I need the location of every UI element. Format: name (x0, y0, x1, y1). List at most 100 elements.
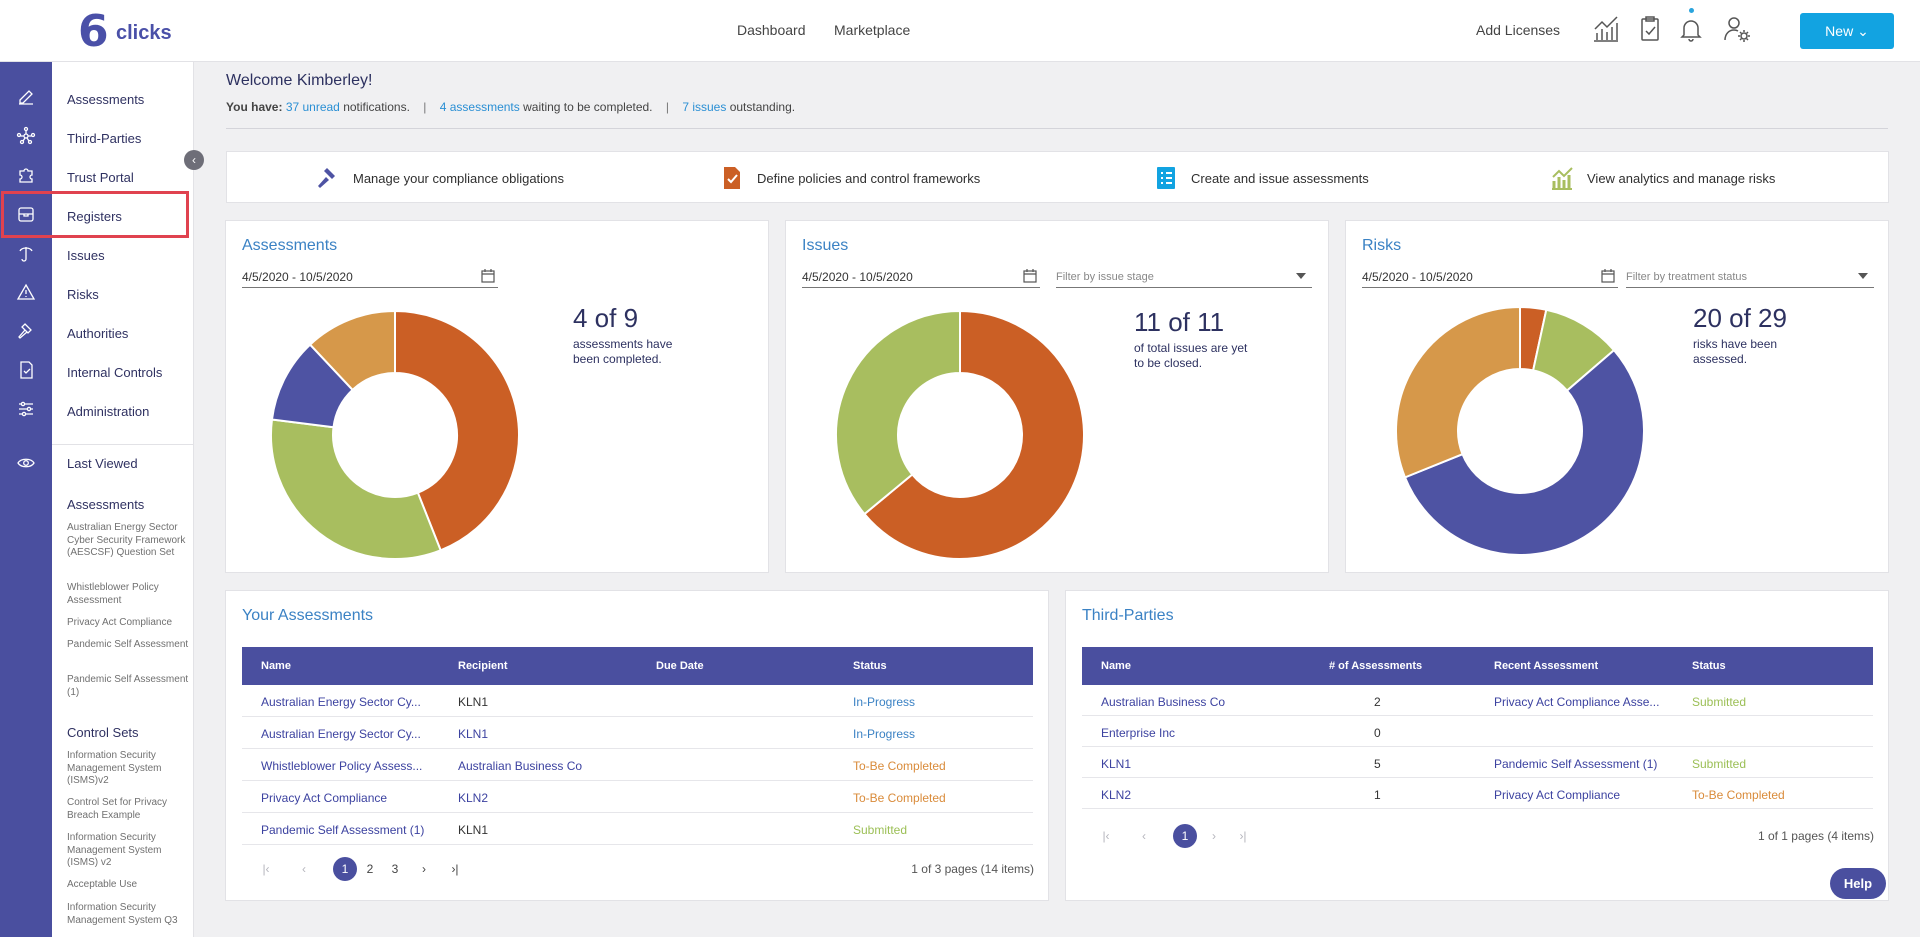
quicklink-assessments[interactable]: Create and issue assessments (1153, 152, 1369, 204)
page-button[interactable]: 2 (366, 862, 374, 876)
control-set-item[interactable]: Information Security Management System (… (67, 832, 162, 868)
sidebar-item-registers[interactable]: Registers (67, 209, 122, 224)
assessment-name-link[interactable]: Privacy Act Compliance (261, 791, 388, 805)
new-button[interactable]: New ⌄ (1800, 13, 1894, 49)
last-page-button[interactable]: ›| (451, 862, 459, 876)
sidebar-item-third-parties[interactable]: Third-Parties (67, 131, 142, 146)
edit-icon[interactable] (13, 84, 39, 110)
puzzle-icon[interactable] (13, 162, 39, 188)
table-row[interactable]: Pandemic Self Assessment (1) KLN1 Submit… (242, 813, 1033, 845)
eye-icon[interactable] (13, 450, 39, 476)
column-header[interactable]: Recipient (458, 660, 508, 672)
recent-assessment-item[interactable]: Pandemic Self Assessment (67, 639, 189, 650)
calendar-icon[interactable] (1022, 268, 1038, 284)
nav-dashboard[interactable]: Dashboard (737, 22, 806, 38)
donut-slice[interactable] (835, 309, 961, 516)
assessment-name-link[interactable]: Pandemic Self Assessment (1) (261, 823, 425, 837)
table-row[interactable]: KLN2 1 Privacy Act Compliance To-Be Comp… (1082, 778, 1873, 809)
recipient-link[interactable]: KLN1 (458, 727, 489, 741)
quicklink-policies[interactable]: Define policies and control frameworks (719, 152, 980, 204)
sidebar-item-risks[interactable]: Risks (67, 287, 99, 302)
table-row[interactable]: Australian Business Co 2 Privacy Act Com… (1082, 685, 1873, 716)
column-header[interactable]: Name (1101, 660, 1131, 672)
clipboard-check-icon[interactable] (1635, 14, 1665, 46)
table-row[interactable]: Australian Energy Sector Cy... KLN1 In-P… (242, 685, 1033, 717)
calendar-icon[interactable] (1600, 268, 1616, 284)
donut-slice[interactable] (270, 418, 442, 560)
recent-assessment-item[interactable]: Whistleblower Policy Assessment (67, 582, 159, 606)
recent-assessment-item[interactable]: Australian Energy Sector Cyber Security … (67, 522, 186, 558)
sliders-icon[interactable] (13, 396, 39, 422)
sidebar-item-trust-portal[interactable]: Trust Portal (67, 170, 134, 185)
analytics-icon[interactable] (1591, 14, 1621, 46)
network-icon[interactable] (13, 123, 39, 149)
assessment-name-link[interactable]: Australian Energy Sector Cy... (261, 727, 421, 741)
sidebar-item-assessments[interactable]: Assessments (67, 92, 145, 107)
column-header[interactable]: Status (1692, 660, 1726, 672)
recent-assessment-link[interactable]: Privacy Act Compliance (1494, 788, 1621, 802)
recent-assessment-item[interactable]: Privacy Act Compliance (67, 617, 173, 628)
quicklink-compliance[interactable]: Manage your compliance obligations (315, 152, 564, 204)
nav-marketplace[interactable]: Marketplace (834, 22, 911, 38)
sidebar-item-authorities[interactable]: Authorities (67, 326, 129, 341)
next-page-button[interactable]: › (422, 862, 426, 876)
sidebar-item-internal-controls[interactable]: Internal Controls (67, 365, 163, 380)
third-party-name-link[interactable]: Enterprise Inc (1101, 726, 1176, 740)
third-party-name-link[interactable]: KLN1 (1101, 757, 1132, 771)
first-page-button[interactable]: |‹ (1102, 829, 1110, 843)
donut-slice[interactable] (394, 309, 520, 552)
user-settings-icon[interactable] (1722, 14, 1752, 46)
treatment-status-filter[interactable]: Filter by treatment status (1626, 266, 1874, 288)
third-party-name-link[interactable]: Australian Business Co (1101, 695, 1226, 709)
donut-slice[interactable] (308, 309, 396, 392)
recent-assessment-item[interactable]: Pandemic Self Assessment (1) (67, 674, 189, 698)
date-range-input[interactable]: 4/5/2020 - 10/5/2020 (1362, 266, 1618, 288)
table-row[interactable]: KLN1 5 Pandemic Self Assessment (1) Subm… (1082, 747, 1873, 778)
quicklink-analytics[interactable]: View analytics and manage risks (1549, 152, 1775, 204)
donut-slice[interactable] (1395, 305, 1521, 479)
control-set-item[interactable]: Control Set for Privacy Breach Example (67, 797, 168, 821)
calendar-icon[interactable] (480, 268, 496, 284)
table-row[interactable]: Whistleblower Policy Assess... Australia… (242, 749, 1033, 781)
recipient-link[interactable]: Australian Business Co (458, 759, 583, 773)
add-licenses-link[interactable]: Add Licenses (1476, 22, 1561, 38)
column-header[interactable]: Recent Assessment (1494, 660, 1599, 672)
control-set-item[interactable]: Information Security Management System (… (67, 750, 162, 786)
table-row[interactable]: Australian Energy Sector Cy... KLN1 In-P… (242, 717, 1033, 749)
recent-assessment-link[interactable]: Pandemic Self Assessment (1) (1494, 757, 1658, 771)
column-header[interactable]: Name (261, 660, 291, 672)
next-page-button[interactable]: › (1212, 829, 1216, 843)
donut-slice[interactable] (1403, 348, 1645, 556)
warning-icon[interactable] (13, 279, 39, 305)
column-header[interactable]: Status (853, 660, 887, 672)
unread-notifications-link[interactable]: 37 unread (285, 100, 340, 114)
last-page-button[interactable]: ›| (1239, 829, 1247, 843)
control-set-item[interactable]: Acceptable Use (67, 879, 138, 890)
assessment-name-link[interactable]: Australian Energy Sector Cy... (261, 695, 421, 709)
column-header[interactable]: Due Date (656, 660, 704, 672)
issue-stage-filter[interactable]: Filter by issue stage (1056, 266, 1312, 288)
control-set-item[interactable]: Information Security Management System Q… (67, 902, 178, 926)
logo[interactable]: 6 clicks (78, 8, 178, 56)
table-row[interactable]: Enterprise Inc 0 (1082, 716, 1873, 747)
registers-icon[interactable] (13, 201, 39, 227)
date-range-input[interactable]: 4/5/2020 - 10/5/2020 (802, 266, 1040, 288)
page-button[interactable]: 1 (333, 857, 357, 881)
recent-assessment-link[interactable]: Privacy Act Compliance Asse... (1494, 695, 1660, 709)
pending-assessments-link[interactable]: 4 assessments (439, 100, 520, 114)
gavel-icon[interactable] (13, 318, 39, 344)
umbrella-icon[interactable] (13, 240, 39, 266)
date-range-input[interactable]: 4/5/2020 - 10/5/2020 (242, 266, 498, 288)
third-party-name-link[interactable]: KLN2 (1101, 788, 1132, 802)
bell-icon[interactable] (1676, 14, 1706, 46)
sidebar-item-issues[interactable]: Issues (67, 248, 105, 263)
donut-slice[interactable] (863, 309, 1085, 560)
prev-page-button[interactable]: ‹ (302, 862, 306, 876)
collapse-sidebar-button[interactable]: ‹ (184, 150, 204, 170)
sidebar-item-administration[interactable]: Administration (67, 404, 150, 419)
checklist-icon[interactable] (13, 357, 39, 383)
prev-page-button[interactable]: ‹ (1142, 829, 1146, 843)
assessment-name-link[interactable]: Whistleblower Policy Assess... (261, 759, 423, 773)
table-row[interactable]: Privacy Act Compliance KLN2 To-Be Comple… (242, 781, 1033, 813)
column-header[interactable]: # of Assessments (1329, 660, 1423, 672)
